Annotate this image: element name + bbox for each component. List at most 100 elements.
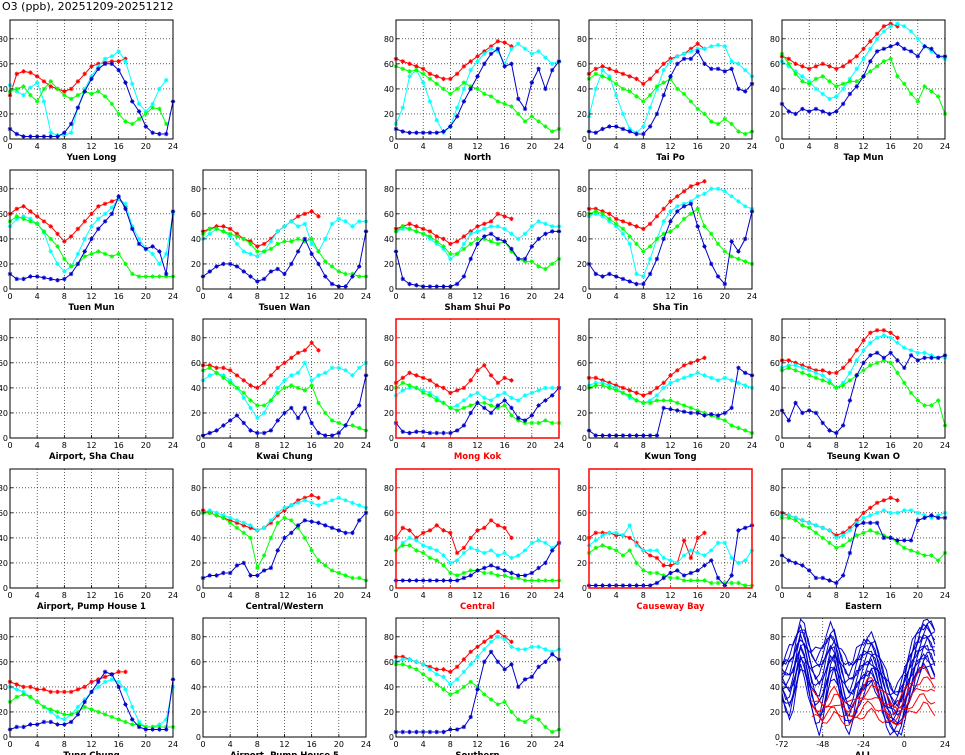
x-tick-label: 4 xyxy=(614,441,619,450)
data-point-cyan xyxy=(82,236,87,242)
data-point-blue xyxy=(607,271,612,277)
data-point-blue xyxy=(847,91,853,97)
x-tick-label: 16 xyxy=(114,591,124,600)
data-point-cyan xyxy=(509,395,514,401)
y-tick-label: 60 xyxy=(577,359,587,368)
data-point-blue xyxy=(309,420,314,426)
data-point-green xyxy=(675,575,680,581)
plot-frame xyxy=(395,19,560,140)
data-point-blue xyxy=(441,129,446,134)
data-point-cyan xyxy=(607,219,612,224)
data-point-cyan xyxy=(482,395,487,401)
y-tick-label: 20 xyxy=(770,708,780,717)
data-point-blue xyxy=(89,76,94,82)
data-point-cyan xyxy=(868,513,873,518)
data-point-green xyxy=(255,403,260,408)
data-point-blue xyxy=(282,271,287,277)
data-point-blue xyxy=(529,570,535,576)
data-point-cyan xyxy=(468,67,473,73)
x-tick-label: 4 xyxy=(228,441,233,450)
data-point-cyan xyxy=(536,49,541,54)
data-point-blue xyxy=(461,99,467,104)
data-point-cyan xyxy=(48,249,53,254)
data-point-blue xyxy=(536,66,541,72)
data-point-green xyxy=(647,570,653,576)
data-point-cyan xyxy=(109,677,115,682)
data-point-blue xyxy=(434,284,439,289)
data-point-blue xyxy=(227,261,233,267)
y-tick-label: 0 xyxy=(389,584,394,593)
data-point-red xyxy=(502,214,507,219)
data-point-cyan xyxy=(668,380,673,386)
data-point-blue xyxy=(529,674,535,680)
data-point-cyan xyxy=(729,555,734,561)
data-point-green xyxy=(234,234,240,239)
data-point-blue xyxy=(82,249,87,254)
data-point-blue xyxy=(488,563,494,568)
series-line-blue xyxy=(781,620,936,697)
data-point-cyan xyxy=(881,508,887,513)
data-point-cyan xyxy=(668,59,673,64)
data-point-blue xyxy=(343,423,348,428)
data-point-red xyxy=(34,74,40,79)
data-point-blue xyxy=(688,410,694,416)
x-tick-label: 24 xyxy=(747,292,757,301)
data-point-cyan xyxy=(414,538,419,543)
data-point-cyan xyxy=(482,51,487,57)
data-point-green xyxy=(441,86,446,92)
data-point-cyan xyxy=(461,550,467,556)
data-point-green xyxy=(593,209,598,214)
data-point-cyan xyxy=(516,236,521,242)
data-point-green xyxy=(482,570,487,576)
data-point-blue xyxy=(420,429,426,434)
data-point-green xyxy=(722,116,728,122)
data-point-blue xyxy=(543,659,548,665)
data-point-green xyxy=(813,76,819,82)
data-point-green xyxy=(529,578,535,583)
data-point-green xyxy=(593,71,598,77)
data-point-red xyxy=(62,239,67,244)
x-tick-label: 20 xyxy=(527,292,537,301)
data-point-red xyxy=(488,219,494,224)
data-point-green xyxy=(488,570,494,576)
data-point-green xyxy=(261,249,267,254)
data-point-blue xyxy=(813,575,819,581)
data-point-blue xyxy=(55,278,60,283)
data-point-blue xyxy=(482,659,487,665)
data-point-blue xyxy=(654,580,660,586)
data-point-blue xyxy=(414,578,419,583)
x-tick-label: -72 xyxy=(775,740,788,749)
y-tick-label: 20 xyxy=(384,559,394,568)
data-point-cyan xyxy=(627,241,632,247)
data-point-green xyxy=(620,553,626,558)
data-point-green xyxy=(688,211,694,217)
data-point-blue xyxy=(654,256,660,262)
x-tick-label: 4 xyxy=(228,591,233,600)
data-point-green xyxy=(136,274,142,279)
data-point-green xyxy=(468,241,473,247)
data-point-green xyxy=(207,510,212,516)
data-point-blue xyxy=(214,428,219,433)
data-point-red xyxy=(482,639,487,644)
data-point-green xyxy=(695,578,700,583)
data-point-blue xyxy=(722,69,728,74)
data-point-cyan xyxy=(336,495,342,501)
data-point-green xyxy=(34,699,40,705)
y-tick-label: 40 xyxy=(0,384,8,393)
data-point-cyan xyxy=(164,77,169,83)
data-point-cyan xyxy=(400,226,405,232)
y-tick-label: 0 xyxy=(582,434,587,443)
data-point-green xyxy=(96,709,101,715)
data-point-cyan xyxy=(207,508,212,513)
data-point-blue xyxy=(482,234,487,239)
x-tick-label: 0 xyxy=(200,292,205,301)
data-point-green xyxy=(915,550,921,556)
data-point-cyan xyxy=(282,378,287,383)
data-point-blue xyxy=(702,244,707,249)
data-point-green xyxy=(289,239,294,244)
data-point-red xyxy=(607,380,612,386)
data-point-blue xyxy=(275,266,280,272)
data-point-cyan xyxy=(502,61,507,67)
